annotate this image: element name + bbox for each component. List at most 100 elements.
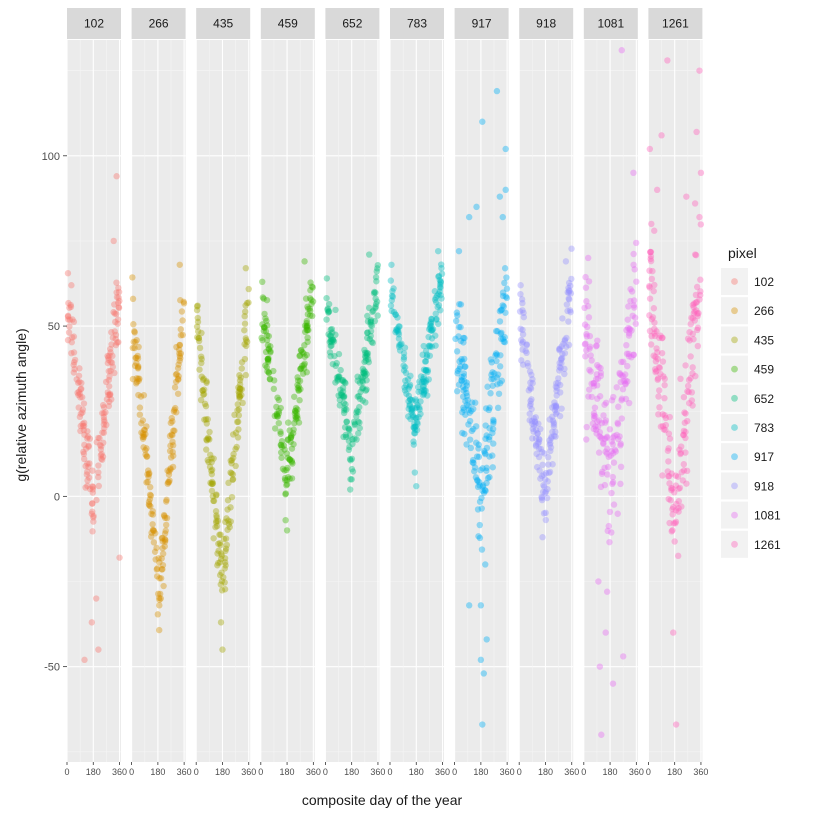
data-point xyxy=(657,423,665,430)
data-point xyxy=(602,399,610,406)
data-point xyxy=(566,296,573,303)
legend-item-1081: 1081 xyxy=(721,501,781,529)
data-point xyxy=(401,364,409,371)
data-point xyxy=(204,434,212,442)
data-point xyxy=(245,299,252,306)
data-point xyxy=(455,333,462,340)
data-point xyxy=(77,385,84,393)
data-point xyxy=(160,511,168,519)
data-point xyxy=(432,294,439,301)
data-point xyxy=(108,396,115,403)
data-point xyxy=(103,396,111,403)
x-tick-label: 360 xyxy=(500,767,515,777)
data-point xyxy=(357,388,364,396)
data-point xyxy=(287,431,295,439)
data-point xyxy=(363,377,370,384)
data-point xyxy=(432,310,439,317)
data-point xyxy=(552,428,559,436)
data-point xyxy=(208,470,216,478)
data-point xyxy=(218,552,226,559)
x-tick-label: 0 xyxy=(194,767,199,777)
data-point xyxy=(617,463,625,471)
y-tick-label: 100 xyxy=(42,151,60,163)
data-point xyxy=(105,356,112,364)
data-point xyxy=(339,384,347,392)
data-point xyxy=(262,315,269,322)
data-point xyxy=(413,482,420,490)
data-point xyxy=(429,326,437,333)
data-point xyxy=(166,447,174,455)
data-point xyxy=(368,322,376,329)
x-tick-label: 0 xyxy=(64,767,69,777)
data-point xyxy=(341,424,349,431)
data-point xyxy=(328,342,335,349)
data-point xyxy=(86,485,94,493)
data-point xyxy=(598,470,606,477)
data-point xyxy=(115,304,123,312)
data-point xyxy=(364,312,371,320)
data-point xyxy=(296,352,304,359)
data-point xyxy=(274,413,282,420)
data-point xyxy=(454,367,462,375)
data-point xyxy=(417,410,424,418)
x-tick-label: 0 xyxy=(517,767,522,777)
data-point xyxy=(552,383,560,390)
data-point xyxy=(277,430,284,437)
data-point xyxy=(665,458,672,465)
data-point xyxy=(141,427,148,434)
data-point xyxy=(309,312,316,320)
facet-strip-label: 918 xyxy=(536,17,556,31)
data-point xyxy=(299,348,306,356)
data-point xyxy=(528,405,535,413)
data-point xyxy=(221,555,229,562)
data-point xyxy=(303,369,310,376)
data-point xyxy=(486,433,493,441)
data-point xyxy=(499,302,506,309)
data-point xyxy=(221,565,229,572)
data-point xyxy=(646,284,653,291)
data-point xyxy=(115,284,122,292)
data-point xyxy=(661,394,668,402)
data-point xyxy=(502,186,509,194)
data-point xyxy=(201,416,208,423)
data-point xyxy=(292,407,299,415)
data-point xyxy=(419,383,427,390)
data-point xyxy=(483,467,490,474)
data-point xyxy=(461,334,468,342)
data-point xyxy=(456,365,463,373)
data-point xyxy=(487,390,494,397)
y-tick-label: -50 xyxy=(44,662,60,674)
data-point xyxy=(367,316,375,324)
data-point xyxy=(160,582,167,590)
data-point xyxy=(229,475,237,483)
data-point xyxy=(281,474,289,482)
data-point xyxy=(286,427,293,434)
data-point xyxy=(215,540,222,547)
data-point xyxy=(454,312,461,319)
data-point xyxy=(417,373,425,380)
x-tick-label: 360 xyxy=(306,767,321,777)
data-point xyxy=(222,545,230,552)
data-point xyxy=(263,317,270,325)
data-point xyxy=(303,322,310,330)
data-point xyxy=(618,395,626,402)
data-point xyxy=(362,387,369,394)
data-point xyxy=(231,411,238,419)
legend-key xyxy=(721,355,748,383)
data-point xyxy=(500,303,507,310)
data-point xyxy=(372,274,380,281)
legend-swatch xyxy=(731,424,738,431)
data-point xyxy=(264,355,272,363)
facet-strip xyxy=(325,8,380,39)
data-point xyxy=(487,356,495,363)
data-point xyxy=(474,476,481,484)
data-point xyxy=(217,531,224,538)
data-point xyxy=(165,471,173,478)
data-point xyxy=(586,345,593,352)
legend-label: 917 xyxy=(754,450,774,464)
data-point xyxy=(470,456,477,464)
data-point xyxy=(217,541,224,549)
data-point xyxy=(274,394,281,401)
data-point xyxy=(600,412,607,419)
data-point xyxy=(549,461,556,468)
